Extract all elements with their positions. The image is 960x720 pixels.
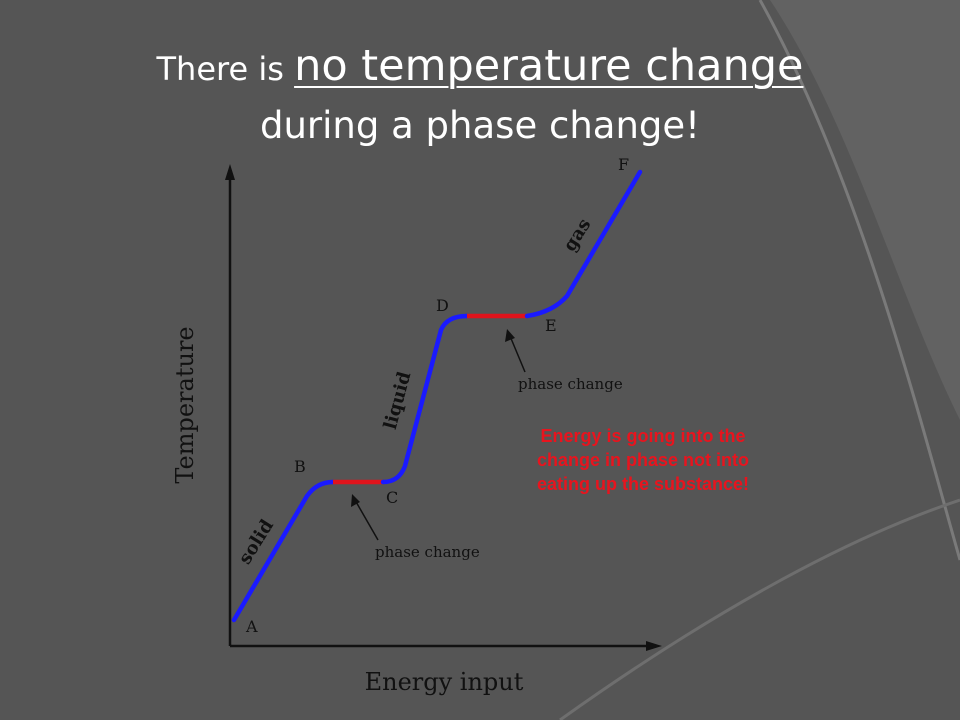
y-axis-arrow xyxy=(225,164,235,180)
point-label-c: C xyxy=(386,488,398,507)
energy-note: Energy is going into the change in phase… xyxy=(536,426,750,494)
title-emphasis: no temperature change xyxy=(294,41,804,91)
segment-label-liquid: liquid xyxy=(380,369,416,432)
y-axis-label: Temperature xyxy=(171,326,199,483)
segment-liquid-heating xyxy=(380,313,470,485)
point-label-a: A xyxy=(245,617,258,636)
x-axis-arrow xyxy=(646,641,662,651)
annotation-arrowhead-boiling xyxy=(505,329,515,342)
title-prefix: There is xyxy=(156,50,295,88)
segment-solid-heating xyxy=(231,479,336,623)
segment-gas-heating xyxy=(524,169,643,319)
x-axis-label: Energy input xyxy=(365,668,524,696)
point-label-b: B xyxy=(294,457,306,476)
point-label-d: D xyxy=(436,296,449,315)
slide-title-line-1: There is no temperature change xyxy=(0,40,960,95)
annotation-arrow-melting xyxy=(354,499,379,541)
slide-title-line-2: during a phase change! xyxy=(260,104,700,147)
point-label-f: F xyxy=(618,155,629,174)
annotation-arrowhead-melting xyxy=(351,494,360,507)
point-label-e: E xyxy=(545,316,557,335)
segment-label-gas: gas xyxy=(559,215,595,255)
annotation-phase-change-1: phase change xyxy=(375,543,480,561)
annotation-phase-change-2: phase change xyxy=(518,375,623,393)
annotation-arrow-boiling xyxy=(509,335,526,373)
